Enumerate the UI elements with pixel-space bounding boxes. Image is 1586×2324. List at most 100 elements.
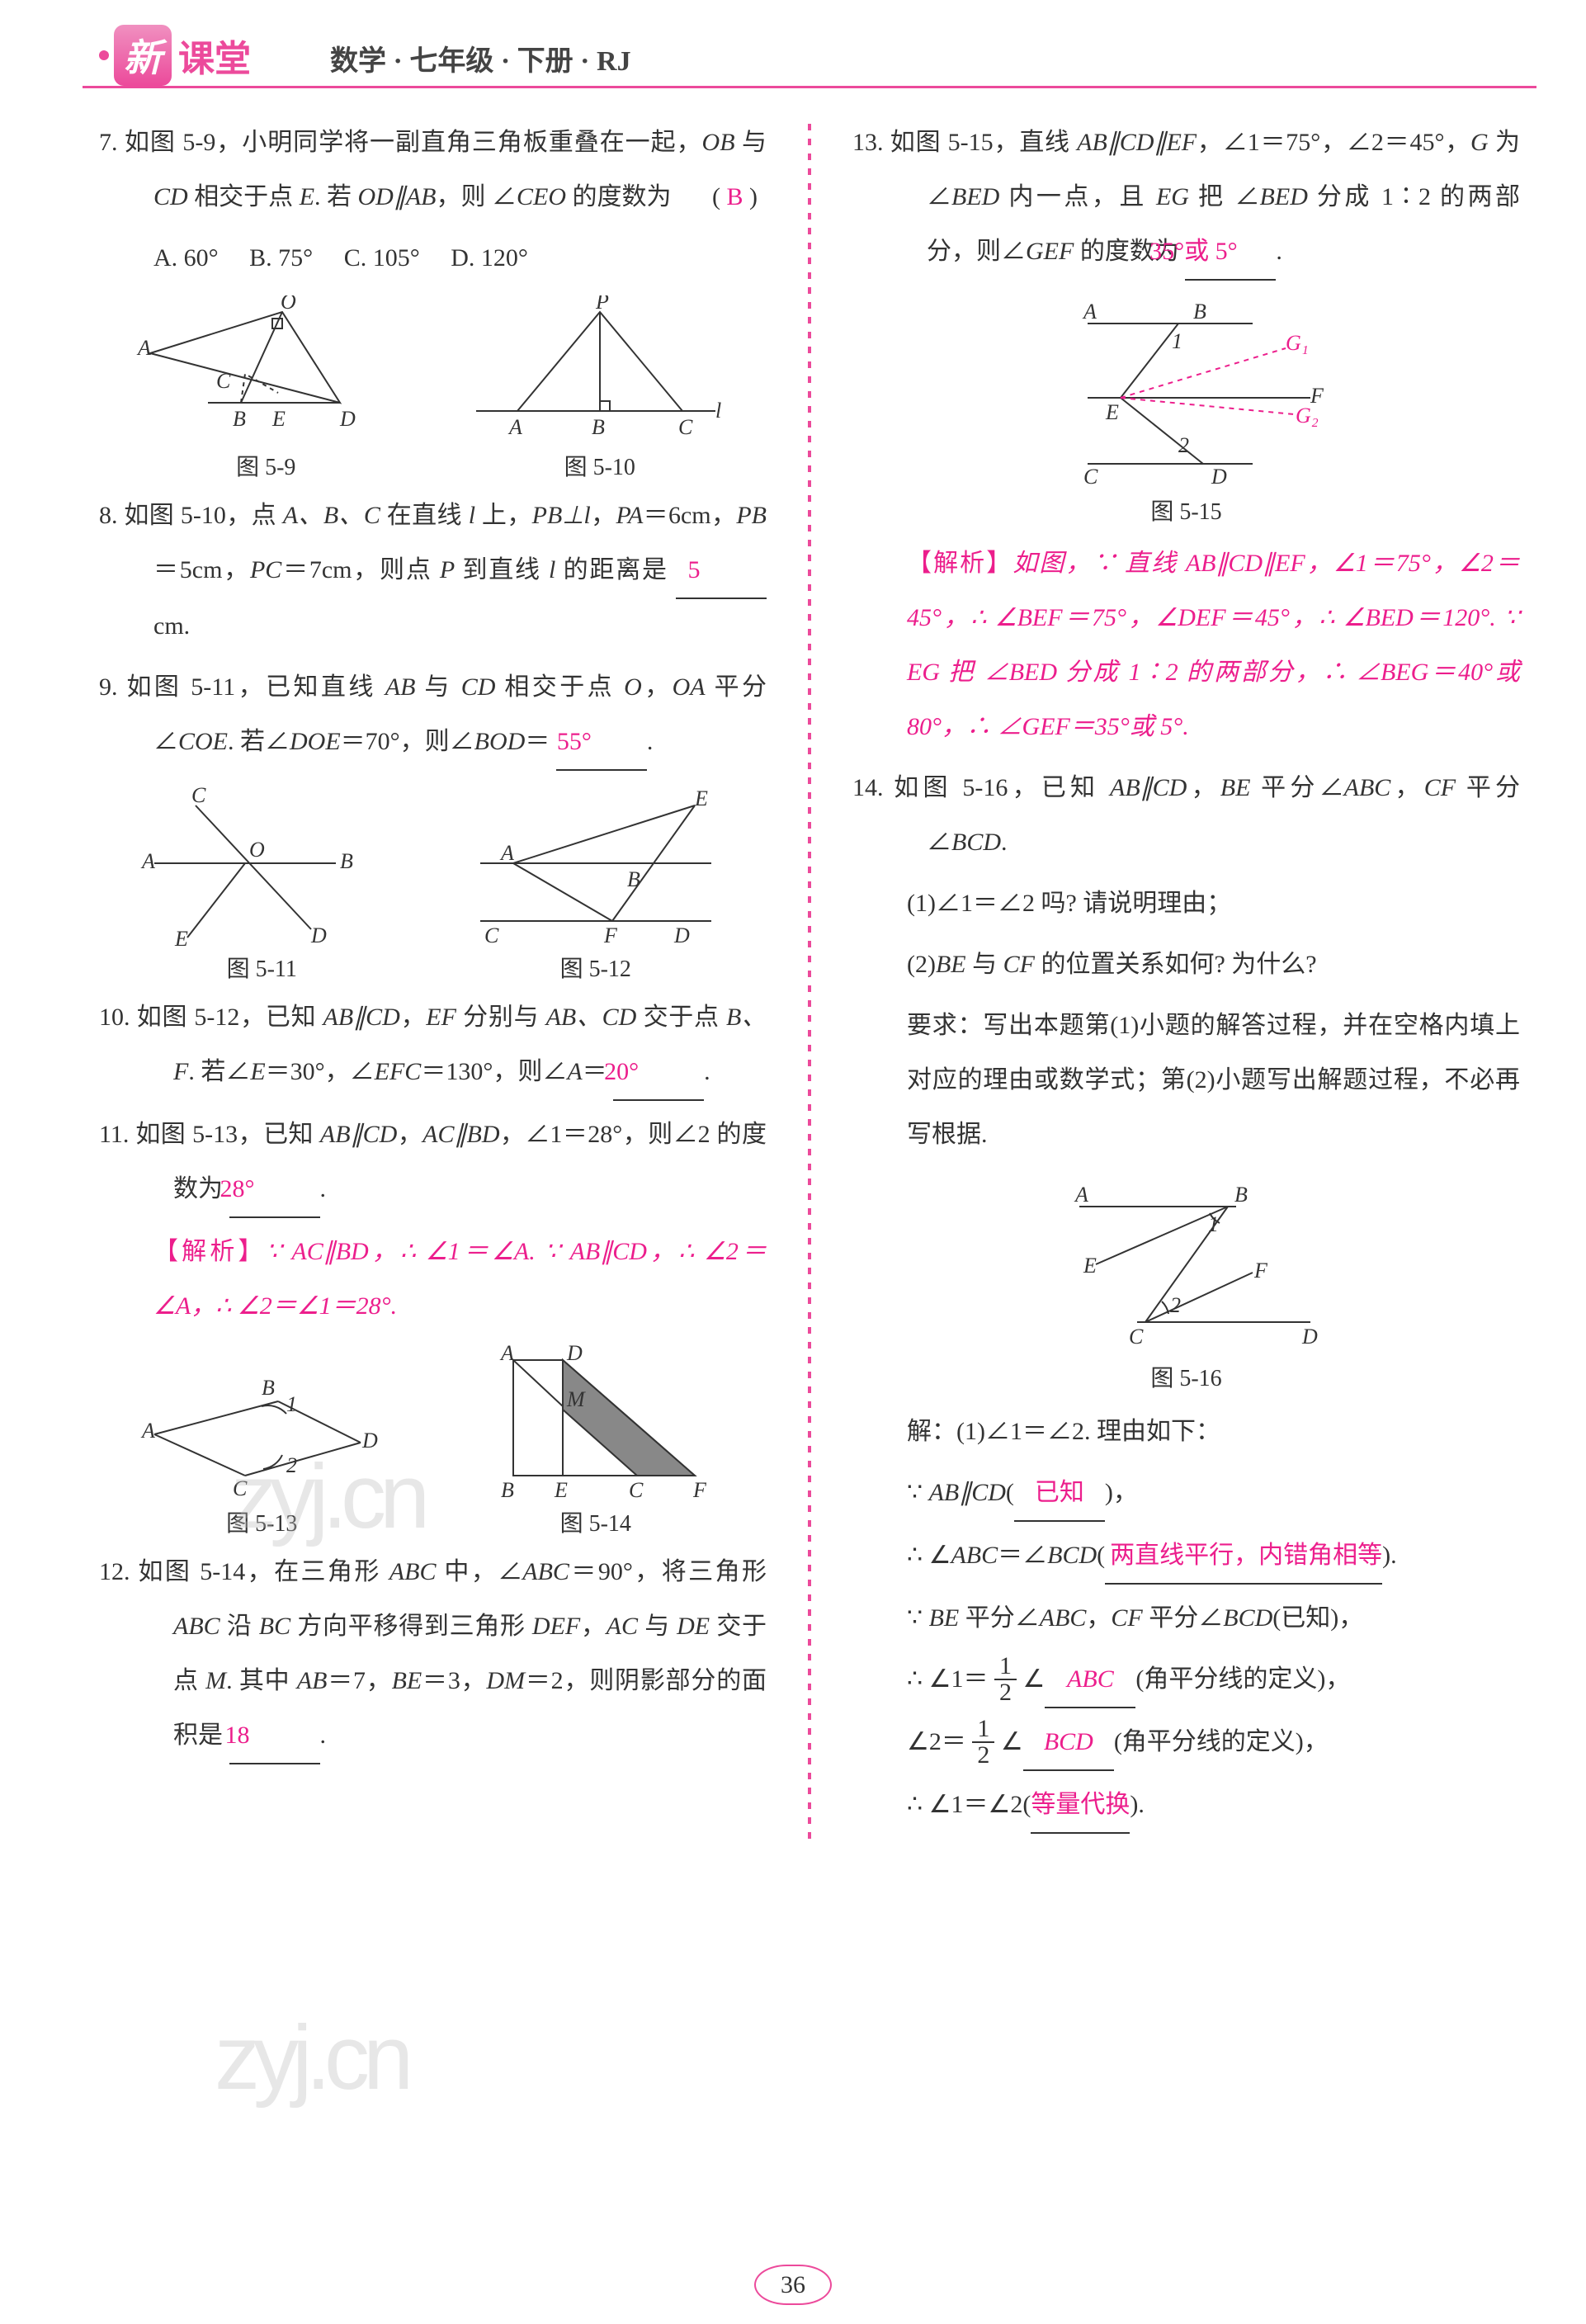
q13-gef: GEF: [1026, 238, 1074, 265]
q10-g: ＝130°，则∠: [421, 1058, 567, 1085]
s2e: (: [1097, 1542, 1105, 1569]
q8-j: ＝7cm，则点: [281, 556, 440, 583]
q13-a: 如图 5-15，直线: [890, 129, 1077, 156]
q12-b: 中，∠: [436, 1558, 522, 1585]
q12-k: ＝3，: [422, 1667, 486, 1694]
q14-p2a: (2): [907, 951, 936, 978]
s4b: ∠: [1022, 1665, 1045, 1693]
s3g: 平分∠: [1143, 1604, 1224, 1632]
svg-text:B: B: [262, 1376, 275, 1400]
svg-text:B: B: [1193, 300, 1206, 324]
svg-text:B: B: [233, 407, 246, 431]
q9-d: ，: [642, 673, 673, 701]
svg-text:A: A: [1082, 300, 1097, 324]
q13-num: 13.: [852, 129, 884, 156]
svg-text:E: E: [271, 407, 286, 431]
svg-text:B: B: [1234, 1183, 1248, 1207]
svg-text:D: D: [310, 923, 327, 946]
q13-explain-label: 【解析】: [907, 550, 1012, 577]
q11-answer: 28°: [229, 1162, 320, 1218]
q11-explain-label: 【解析】: [153, 1238, 267, 1265]
q9-answer: 55°: [556, 715, 647, 771]
left-column: 7. 如图 5-9，小明同学将一副直角三角板重叠在一起，OB 与 CD 相交于点…: [99, 116, 767, 1840]
q12-e: 方向平移得到三角形: [290, 1613, 532, 1640]
q9-g: ＝70°，则∠: [341, 728, 474, 755]
svg-text:A: A: [499, 1344, 514, 1365]
svg-text:C: C: [484, 923, 499, 946]
q8-pc: PC: [250, 556, 281, 583]
right-column: 13. 如图 5-15，直线 AB∥CD∥EF，∠1＝75°，∠2＝45°，G …: [852, 116, 1520, 1840]
svg-text:1: 1: [1208, 1212, 1219, 1236]
svg-text:B: B: [592, 415, 605, 439]
watermark-2: zyj.cn: [215, 2005, 407, 2110]
q10-period: .: [704, 1058, 710, 1085]
s5b: ∠: [1001, 1728, 1023, 1755]
svg-text:F: F: [1253, 1259, 1268, 1282]
svg-text:1: 1: [286, 1392, 297, 1416]
q10-b: ，: [400, 1004, 426, 1031]
q10-d: 交于点: [636, 1004, 726, 1031]
svg-text:C: C: [629, 1478, 644, 1500]
s6-ans: 等量代换: [1031, 1778, 1130, 1834]
q7-t3: 相交于点: [188, 183, 300, 210]
svg-text:D: D: [1211, 465, 1227, 489]
svg-text:A: A: [507, 415, 522, 439]
q12-ab: AB: [297, 1667, 328, 1694]
s2-ans: 两直线平行，内错角相等: [1105, 1528, 1382, 1585]
q10-num: 10.: [99, 1004, 130, 1031]
svg-text:l: l: [715, 399, 721, 423]
svg-text:C: C: [233, 1476, 248, 1500]
s2f: ).: [1382, 1542, 1397, 1569]
fig59-cap: 图 5-9: [134, 449, 398, 482]
q8-unit: cm.: [153, 612, 190, 640]
q9-o: O: [624, 673, 642, 701]
q14-be: BE: [1220, 774, 1251, 801]
q14-s6: ∴ ∠1＝∠2(等量代换).: [852, 1778, 1520, 1834]
q9-a: 如图 5-11，已知直线: [126, 673, 385, 701]
q9: 9. 如图 5-11，已知直线 AB 与 CD 相交于点 O，OA 平分∠COE…: [99, 660, 767, 771]
q7-t1: 如图 5-9，小明同学将一副直角三角板重叠在一起，: [125, 129, 702, 156]
q14-s2: ∴ ∠ABC＝∠BCD(两直线平行，内错角相等).: [852, 1528, 1520, 1585]
q14-d: ，: [1390, 774, 1423, 801]
q11-a: 如图 5-13，已知: [135, 1121, 320, 1148]
q14-abc: ABC: [1344, 774, 1391, 801]
q11-period: .: [320, 1175, 327, 1202]
svg-text:F: F: [603, 923, 618, 946]
svg-text:2: 2: [1170, 1293, 1181, 1317]
svg-text:B: B: [627, 867, 640, 891]
logo-badge: 新: [114, 25, 172, 86]
q12-de: DE: [677, 1613, 710, 1640]
q14-p2c: 与: [966, 951, 1003, 978]
q12-answer: 18: [229, 1708, 320, 1764]
q12-abc2: ABC: [522, 1558, 569, 1585]
q12-a: 如图 5-14，在三角形: [138, 1558, 389, 1585]
figrow-5-11-12: CO AB ED 图 5-11: [99, 781, 767, 984]
s3a: ∵: [907, 1604, 929, 1632]
q7-opt-d: D. 120°: [451, 244, 528, 272]
figure-5-9: AO CB ED 图 5-9: [134, 295, 398, 482]
q8-e: 上，: [475, 502, 532, 529]
q14-f: .: [1001, 829, 1008, 856]
svg-text:A: A: [136, 336, 151, 360]
s1d: )，: [1105, 1479, 1138, 1506]
q13-answer: 35°或 5°: [1185, 224, 1276, 281]
svg-text:D: D: [1301, 1325, 1318, 1349]
q14-cf: CF: [1424, 774, 1456, 801]
q8-pa: PA: [616, 502, 643, 529]
q13-bed2: BED: [1260, 183, 1308, 210]
q10-E: E: [250, 1058, 265, 1085]
q10-h: ＝: [583, 1058, 607, 1085]
svg-text:D: D: [673, 923, 690, 946]
q14-p1: (1)∠1＝∠2 吗? 请说明理由；: [852, 876, 1520, 931]
svg-text:D: D: [339, 407, 356, 431]
fig514-cap: 图 5-14: [464, 1505, 728, 1538]
q12: 12. 如图 5-14，在三角形 ABC 中，∠ABC＝90°，将三角形 ABC…: [99, 1545, 767, 1764]
q13-period: .: [1276, 238, 1282, 265]
svg-text:E: E: [694, 786, 708, 810]
q12-be: BE: [392, 1667, 422, 1694]
s3i: (已知)，: [1272, 1604, 1363, 1632]
svg-text:O: O: [249, 838, 265, 862]
q14-p2e: 的位置关系如何? 为什么?: [1035, 951, 1317, 978]
q7-t6: 的度数为: [566, 183, 672, 210]
svg-text:D: D: [361, 1429, 378, 1452]
